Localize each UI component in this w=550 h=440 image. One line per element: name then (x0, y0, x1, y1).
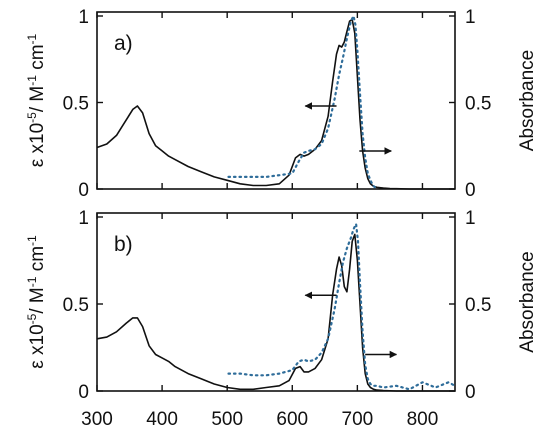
axis-label-superscript: -5 (25, 313, 39, 324)
right-axis-label: Absorbance (517, 251, 538, 352)
left-ytick-label: 0.5 (63, 295, 89, 316)
left-ytick-label: 1 (78, 7, 89, 28)
absorbance-series (227, 222, 457, 391)
xtick-label: 300 (81, 409, 113, 430)
xtick-label: 400 (146, 409, 178, 430)
epsilon-series (96, 18, 455, 190)
panel-label: b) (114, 233, 133, 256)
left-axis-label: ε x10-5/ M-1 cm-1 (25, 33, 48, 167)
panel-label: a) (114, 32, 133, 55)
axis-label-text: cm (27, 44, 48, 75)
plot-frame (96, 212, 456, 392)
plot-frame (96, 11, 456, 190)
axis-label-text: / M (27, 86, 48, 112)
axis-label-text: ε x10 (27, 324, 48, 368)
axis-label-text: cm (27, 246, 48, 277)
right-ytick-label: 0.5 (465, 295, 491, 316)
axis-label-superscript: -1 (25, 75, 39, 86)
axis-label-text: ε x10 (27, 123, 48, 167)
left-ytick-label: 0.5 (63, 94, 89, 115)
panel-b: 0 0.5 1 0 0.5 1 300 400 500 600 700 800 b) ε x10-5/ M… (25, 208, 538, 430)
axis-label-text: / M (27, 287, 48, 313)
absorbance-series (227, 14, 378, 191)
left-ytick-label: 1 (78, 208, 89, 229)
xtick-label: 800 (407, 409, 439, 430)
right-ytick-label: 0.5 (465, 94, 491, 115)
left-ytick-label: 0 (78, 382, 89, 403)
left-ytick-label: 0 (78, 180, 89, 201)
right-ytick-label: 0 (465, 382, 476, 403)
right-axis-label: Absorbance (517, 50, 538, 151)
right-ytick-label: 1 (465, 7, 476, 28)
right-ytick-label: 1 (465, 208, 476, 229)
right-ytick-label: 0 (465, 180, 476, 201)
xtick-label: 700 (342, 409, 374, 430)
epsilon-series (96, 233, 455, 392)
axis-label-superscript: -1 (25, 33, 39, 44)
axis-label-superscript: -5 (25, 112, 39, 123)
left-axis-label: ε x10-5/ M-1 cm-1 (25, 235, 48, 369)
axis-label-superscript: -1 (25, 276, 39, 287)
axis-label-superscript: -1 (25, 235, 39, 246)
xtick-label: 600 (276, 409, 308, 430)
xtick-label: 500 (211, 409, 243, 430)
